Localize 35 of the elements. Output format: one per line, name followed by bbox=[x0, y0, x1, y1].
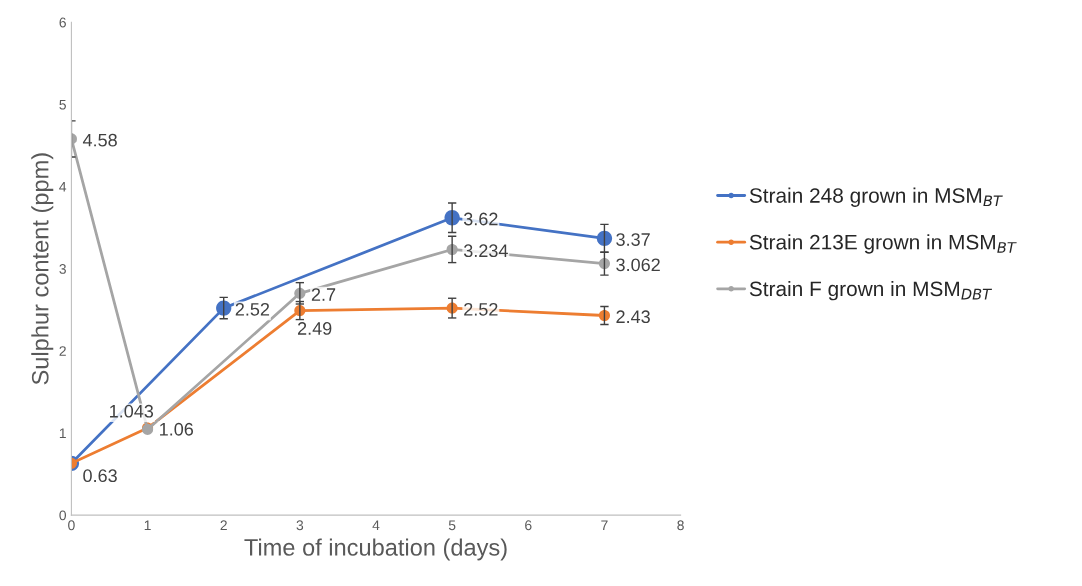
data-label: 3.234 bbox=[463, 244, 508, 258]
x-tick-label: 7 bbox=[601, 520, 608, 531]
legend-label: Strain 213E grown in MSM$_{BT}$ bbox=[749, 234, 1017, 254]
data-label: 2.52 bbox=[235, 302, 270, 316]
y-tick-label: 5 bbox=[59, 99, 66, 110]
data-label: 2.43 bbox=[616, 310, 650, 324]
data-label: 1.06 bbox=[160, 422, 194, 436]
x-tick-label: 2 bbox=[220, 520, 227, 531]
x-tick-label: 5 bbox=[448, 520, 456, 531]
y-tick-label: 6 bbox=[59, 17, 66, 28]
data-label: 2.7 bbox=[311, 288, 336, 301]
x-tick-label: 1 bbox=[144, 520, 151, 531]
x-tick-label: 8 bbox=[677, 520, 684, 531]
x-axis-title: Time of incubation (days) bbox=[244, 538, 507, 561]
x-tick-label: 0 bbox=[68, 520, 75, 531]
x-tick-label: 6 bbox=[525, 520, 532, 531]
y-tick-label: 4 bbox=[59, 182, 67, 192]
data-label: 4.58 bbox=[82, 133, 117, 147]
data-label: 0.63 bbox=[83, 469, 117, 483]
point bbox=[596, 230, 613, 246]
data-label: 3.37 bbox=[616, 233, 650, 246]
y-axis-title: Sulphur content (ppm) bbox=[31, 153, 54, 385]
data-label: 2.49 bbox=[297, 322, 332, 335]
data-label: 2.52 bbox=[464, 302, 498, 316]
y-tick-label: 3 bbox=[59, 264, 66, 274]
data-label: 3.062 bbox=[616, 258, 660, 272]
legend-label: Strain 248 grown in MSM$_{BT}$ bbox=[749, 187, 1003, 207]
y-tick-label: 2 bbox=[59, 346, 66, 356]
y-tick-label: 1 bbox=[59, 428, 66, 438]
legend-label: Strain F grown in MSM$_{DBT}$ bbox=[749, 280, 992, 301]
x-tick-label: 3 bbox=[296, 520, 304, 531]
data-label: 3.62 bbox=[463, 212, 498, 226]
data-label: 1.043 bbox=[110, 404, 154, 418]
y-tick-label: 0 bbox=[59, 510, 67, 521]
x-tick-label: 4 bbox=[372, 520, 380, 531]
